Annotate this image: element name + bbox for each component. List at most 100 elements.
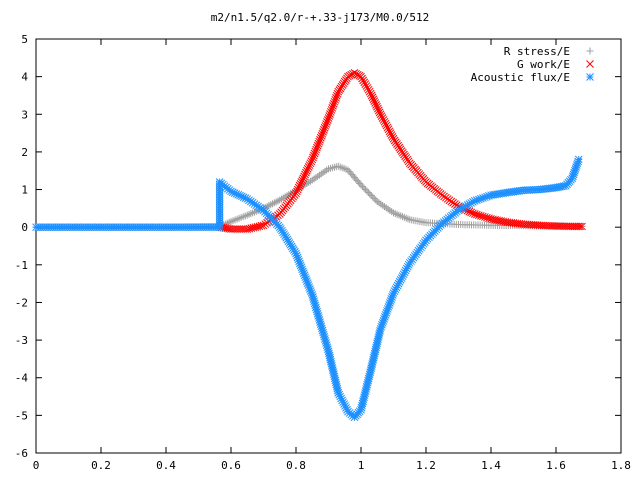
data-point [382,204,390,212]
data-point [265,202,273,210]
data-point [400,213,408,221]
y-tick-label: -5 [15,409,28,422]
x-tick-label: 0 [33,459,40,472]
data-point [321,122,330,130]
x-tick-label: 1.6 [546,459,566,472]
data-point [322,120,331,128]
data-point [249,209,257,217]
data-point [327,106,336,114]
data-point [361,80,370,89]
data-point [384,125,393,134]
data-point [367,91,376,100]
data-point [385,127,394,136]
data-point [323,116,332,124]
data-point [276,196,284,204]
data-point [380,203,388,211]
data-point [371,99,380,107]
data-point [320,126,328,134]
data-point [379,201,387,209]
data-point [313,141,322,150]
data-point [373,198,381,206]
data-point [316,135,324,144]
data-point [315,171,323,179]
data-point [402,214,410,222]
data-point [332,93,340,102]
data-point [388,208,396,216]
data-point [269,200,277,208]
data-point [310,149,319,158]
data-point [323,118,331,126]
axes: 5 4 3 2 1 0 -1 -2 -3 -4 -5 -6 0 0.2 0.4 0.6 0.8 1 1.2 1.4 1.… [15,33,631,472]
data-point [292,189,300,198]
y-tick-label: 2 [21,146,28,159]
legend-label: Acoustic flux/E [471,71,570,84]
plot-frame [35,38,622,454]
data-point [272,198,280,206]
data-point [328,104,337,112]
data-point [390,209,397,217]
data-point [319,169,327,177]
data-point [302,168,310,177]
data-point [305,161,314,169]
data-point [364,85,373,94]
data-point [369,193,377,201]
y-tick-label: -2 [15,296,28,309]
data-point [375,199,383,207]
data-point [308,176,316,184]
data-point [378,114,387,122]
data-point [379,116,388,124]
data-point [307,157,316,166]
data-point [364,189,372,197]
data-point [375,108,384,117]
data-point [267,201,275,209]
data-point [299,174,308,183]
data-point [377,112,386,121]
data-point [319,127,327,136]
data-point [373,102,381,111]
data-point [329,99,338,108]
data-point [386,129,395,137]
data-point [393,210,401,218]
data-point [381,119,390,128]
data-point [257,221,266,230]
data-point [357,181,365,189]
legend-marker [586,73,594,81]
data-point [278,195,286,203]
data-point [320,124,329,132]
data-point [377,200,385,208]
data-point [296,180,305,188]
data-point [294,183,303,192]
data-point [243,211,251,219]
data-point [279,194,287,202]
data-point [274,197,282,205]
x-tick-label: 1.4 [481,459,501,472]
data-point [576,222,584,231]
data-point [366,89,375,98]
y-tick-label: -4 [15,372,29,385]
y-tick-label: -6 [15,447,28,460]
data-point [311,147,320,156]
data-point [332,91,341,100]
data-point [370,97,379,105]
series-3 [32,155,583,422]
data-point [359,76,368,85]
data-point [247,210,255,218]
data-point [366,190,374,198]
data-point [574,222,582,231]
x-tick-label: 0.8 [286,459,306,472]
data-point [300,172,308,181]
x-tick-label: 0.6 [221,459,241,472]
data-point [293,185,302,194]
data-point [245,210,253,218]
data-point [329,102,337,110]
data-point [397,212,405,220]
data-point [316,133,325,142]
y-tick-label: 3 [21,108,28,121]
data-point [318,129,327,138]
data-point [306,159,315,168]
x-tick-label: 0.4 [156,459,176,472]
data-point [302,166,311,175]
data-point [358,74,366,83]
data-point [383,123,392,132]
